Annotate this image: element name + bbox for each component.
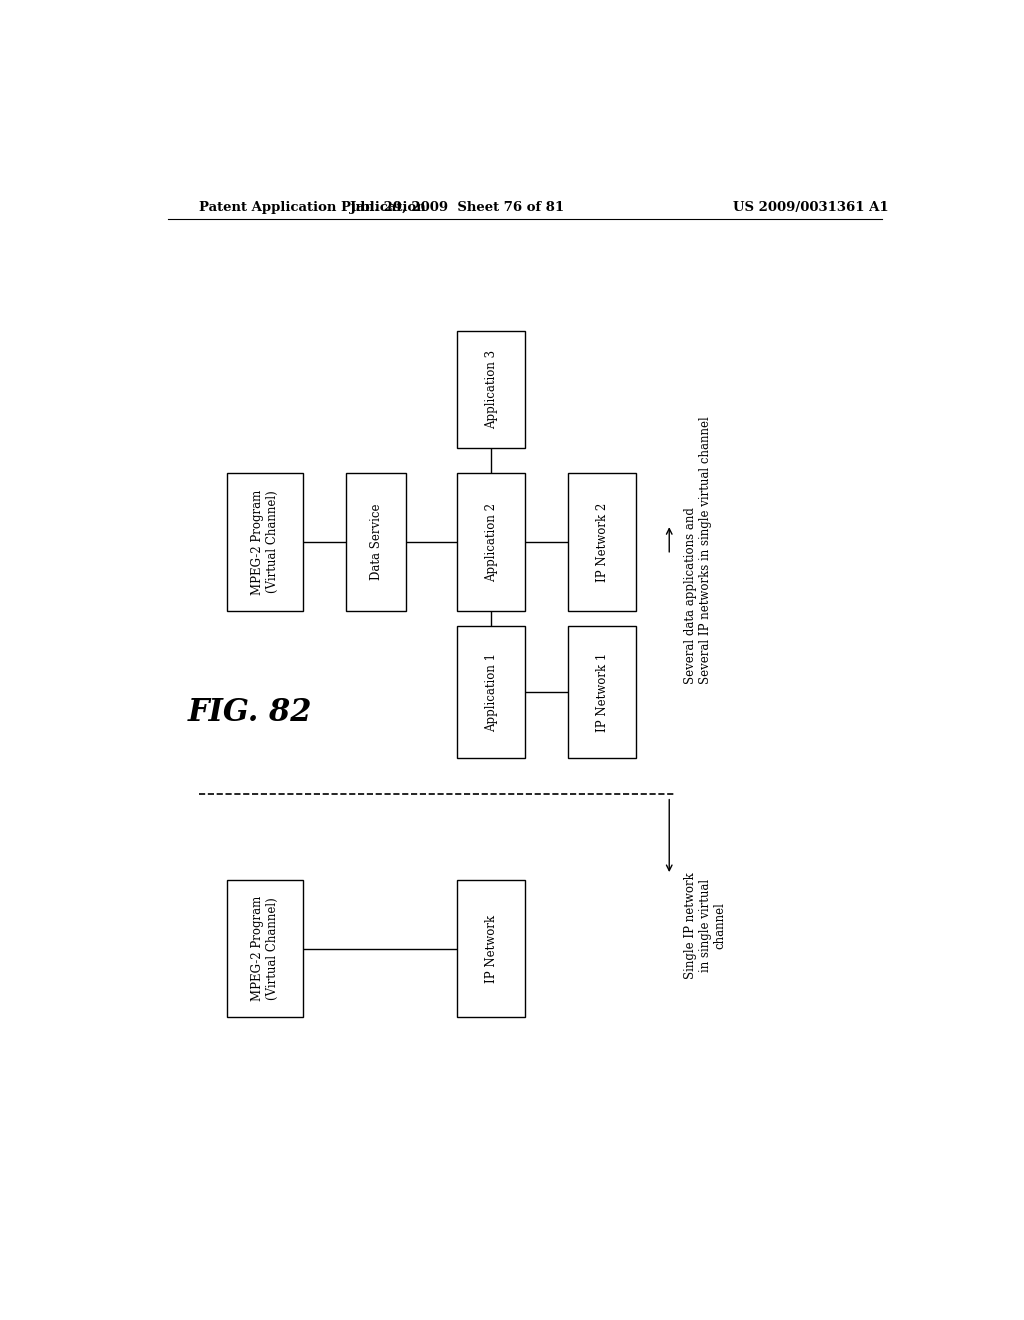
Text: Patent Application Publication: Patent Application Publication xyxy=(200,201,426,214)
Text: Application 3: Application 3 xyxy=(484,350,498,429)
Text: Jan. 29, 2009  Sheet 76 of 81: Jan. 29, 2009 Sheet 76 of 81 xyxy=(350,201,564,214)
FancyBboxPatch shape xyxy=(568,474,636,611)
Text: Data Service: Data Service xyxy=(370,504,383,581)
FancyBboxPatch shape xyxy=(568,626,636,758)
FancyBboxPatch shape xyxy=(227,880,303,1018)
Text: Several data applications and
Several IP networks in single virtual channel: Several data applications and Several IP… xyxy=(684,416,712,684)
Text: Application 1: Application 1 xyxy=(484,652,498,731)
FancyBboxPatch shape xyxy=(227,474,303,611)
Text: Single IP network
in single virtual
channel: Single IP network in single virtual chan… xyxy=(684,873,726,979)
FancyBboxPatch shape xyxy=(458,626,524,758)
FancyBboxPatch shape xyxy=(346,474,406,611)
Text: Application 2: Application 2 xyxy=(484,503,498,582)
Text: FIG. 82: FIG. 82 xyxy=(187,697,312,727)
Text: MPEG-2 Program
(Virtual Channel): MPEG-2 Program (Virtual Channel) xyxy=(251,490,279,595)
FancyBboxPatch shape xyxy=(458,880,524,1018)
FancyBboxPatch shape xyxy=(458,474,524,611)
Text: IP Network 2: IP Network 2 xyxy=(596,503,608,582)
Text: IP Network 1: IP Network 1 xyxy=(596,652,608,731)
Text: MPEG-2 Program
(Virtual Channel): MPEG-2 Program (Virtual Channel) xyxy=(251,896,279,1002)
Text: US 2009/0031361 A1: US 2009/0031361 A1 xyxy=(733,201,888,214)
Text: IP Network: IP Network xyxy=(484,915,498,982)
FancyBboxPatch shape xyxy=(458,331,524,447)
